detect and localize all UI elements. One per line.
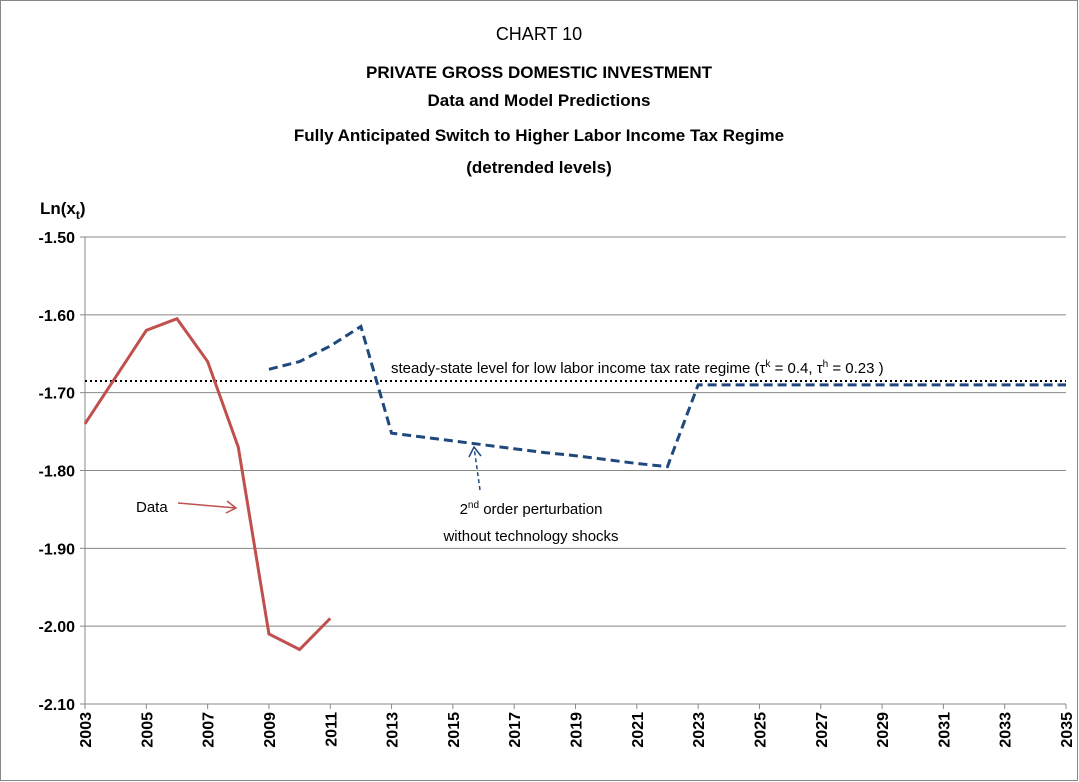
y-label-sub: t — [76, 208, 80, 222]
series-line — [83, 316, 332, 652]
x-tick-label: 2023 — [691, 712, 708, 748]
annotation-arrowhead — [468, 445, 482, 458]
label-part: 2 — [460, 501, 468, 518]
chart-subtitle: PRIVATE GROSS DOMESTIC INVESTMENT — [366, 63, 713, 82]
series-label: without technology shocks — [442, 528, 618, 545]
y-tick-label: -1.50 — [39, 230, 76, 247]
x-tick-label: 2031 — [936, 712, 953, 748]
series-line — [268, 324, 1066, 469]
x-tick-label: 2005 — [139, 712, 156, 748]
label-sup: nd — [468, 500, 479, 511]
y-tick-label: -1.80 — [39, 464, 76, 481]
x-tick-label: 2015 — [446, 712, 463, 748]
x-tick-label: 2033 — [998, 712, 1015, 748]
x-tick-label: 2021 — [630, 712, 647, 748]
ref-part: = 0.23 ) — [828, 360, 883, 377]
x-tick-label: 2025 — [752, 712, 769, 748]
series-label: 2nd order perturbation — [460, 500, 603, 518]
y-tick-label: -2.00 — [39, 619, 76, 636]
annotation-arrow — [473, 446, 481, 491]
y-tick-label: -1.60 — [39, 308, 76, 325]
x-tick-label: 2029 — [875, 712, 892, 748]
series-label: Data — [136, 499, 168, 516]
x-tick-label: 2013 — [385, 712, 402, 748]
y-tick-label: -1.70 — [39, 386, 76, 403]
ref-part: = 0.4, τ — [770, 360, 822, 377]
y-label-part: ) — [80, 199, 86, 218]
chart-title: CHART 10 — [496, 24, 582, 44]
reference-label: steady-state level for low labor income … — [391, 359, 884, 377]
y-tick-label: -2.10 — [39, 697, 76, 714]
x-tick-label: 2027 — [814, 712, 831, 748]
y-tick-label: -1.90 — [39, 541, 76, 558]
y-axis-label: Ln(xt) — [40, 199, 86, 222]
x-tick-label: 2035 — [1059, 712, 1076, 748]
ref-part: steady-state level for low labor income … — [391, 360, 765, 377]
label-part: order perturbation — [479, 501, 602, 518]
ref-sup: h — [823, 359, 829, 370]
annotation-arrowhead — [225, 500, 238, 514]
chart-subtitle: Fully Anticipated Switch to Higher Labor… — [294, 126, 784, 145]
ref-sup: k — [765, 359, 771, 370]
x-tick-label: 2011 — [323, 712, 340, 747]
x-tick-label: 2003 — [78, 712, 95, 748]
chart-subtitle: Data and Model Predictions — [428, 91, 651, 110]
chart-subtitle: (detrended levels) — [466, 158, 612, 177]
x-tick-label: 2017 — [507, 712, 524, 748]
y-label-part: Ln(x — [40, 199, 76, 218]
x-tick-label: 2009 — [262, 712, 279, 748]
x-tick-label: 2019 — [569, 712, 586, 748]
x-tick-label: 2007 — [201, 712, 218, 748]
annotation-arrow — [177, 502, 237, 509]
